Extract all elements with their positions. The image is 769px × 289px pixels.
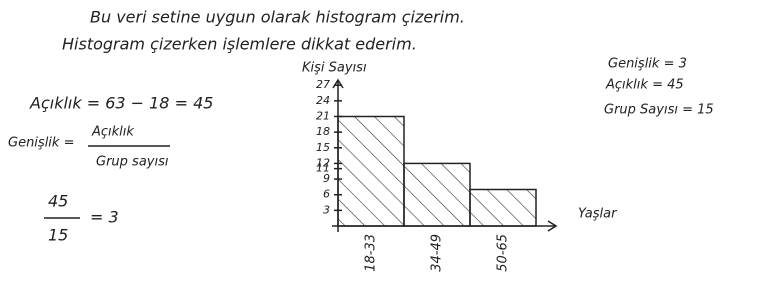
bar <box>470 190 536 227</box>
y-tick-label: 12 <box>316 156 330 169</box>
equation: Açıklık = 63 − 18 = 45 <box>29 94 213 113</box>
bar <box>404 163 470 226</box>
equation: Genişlik = <box>8 136 74 151</box>
note: Açıklık = 45 <box>605 78 684 93</box>
note: Grup Sayısı = 15 <box>604 103 714 118</box>
bar <box>338 117 404 227</box>
x-axis-label: Yaşlar <box>578 207 618 222</box>
note: Genişlik = 3 <box>608 57 687 72</box>
y-axis-label: Kişi Sayısı <box>302 61 367 76</box>
y-tick-label: 15 <box>316 141 330 154</box>
text-line: Bu veri setine uygun olarak histogram çi… <box>90 8 465 27</box>
fraction-num: 45 <box>48 192 68 211</box>
fraction-den: Grup sayısı <box>96 155 169 170</box>
equation: = 3 <box>90 208 119 227</box>
x-tick-label: 50-65 <box>496 234 511 272</box>
x-tick-label: 34-49 <box>430 234 445 272</box>
y-tick-label: 18 <box>316 125 330 138</box>
fraction-num: Açıklık <box>91 125 134 140</box>
text-line: Histogram çizerken işlemlere dikkat eder… <box>62 35 417 54</box>
y-tick-label: 6 <box>323 188 330 201</box>
x-tick-label: 18-33 <box>364 234 379 272</box>
y-tick-label: 21 <box>316 110 330 123</box>
y-tick-label: 27 <box>316 78 330 91</box>
y-tick-label: 24 <box>316 94 330 107</box>
fraction-den: 15 <box>48 226 68 245</box>
worksheet: Bu veri setine uygun olarak histogram çi… <box>0 0 769 289</box>
y-tick-label: 3 <box>323 203 330 216</box>
